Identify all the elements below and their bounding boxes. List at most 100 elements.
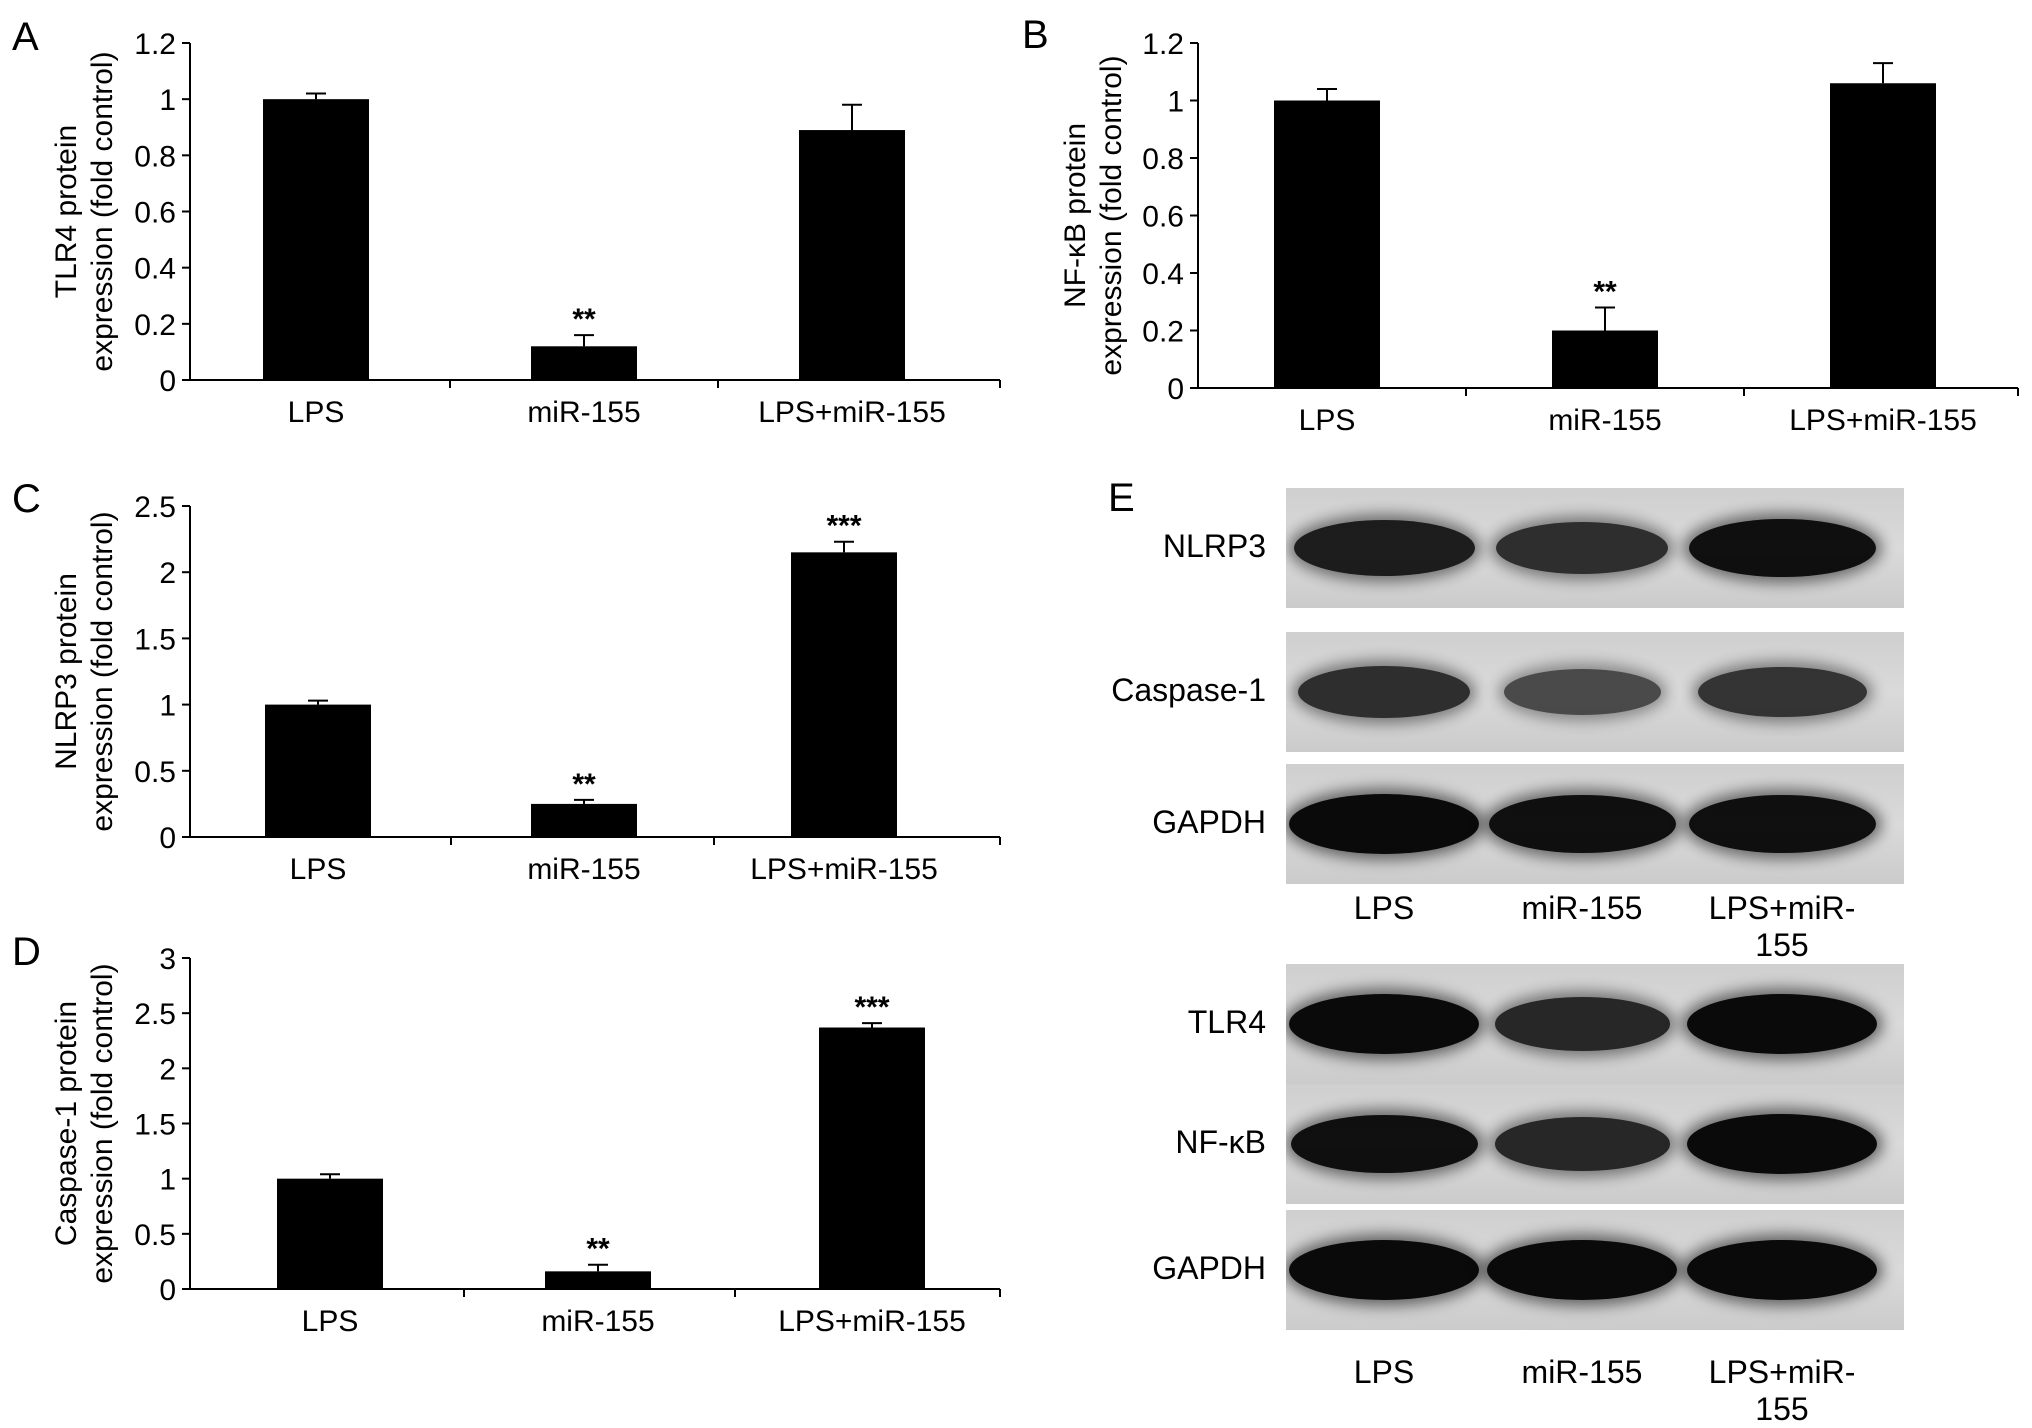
panel-c-letter: C xyxy=(12,477,41,521)
blot-band xyxy=(1494,997,1670,1051)
blot-band xyxy=(1289,1240,1479,1300)
blot-strip xyxy=(1286,1210,1904,1330)
blot-band xyxy=(1687,1114,1877,1174)
panel-d-y-tick-label: 1 xyxy=(159,1164,176,1197)
panel-c-y-tick-label: 1 xyxy=(159,690,176,723)
panel-b-y-tick-label: 0.6 xyxy=(1142,201,1184,234)
blot-strip xyxy=(1286,1084,1904,1204)
blot-row-label: TLR4 xyxy=(1187,1004,1266,1040)
panel-a-y-tick-label: 1 xyxy=(159,84,176,117)
panel-c-bar xyxy=(791,552,897,837)
blot-row-label: GAPDH xyxy=(1152,1250,1266,1286)
blot-band xyxy=(1488,794,1676,854)
blot-band xyxy=(1289,994,1479,1054)
panel-c-y-tick-label: 2.5 xyxy=(134,491,176,524)
panel-c-y-tick-label: 0 xyxy=(159,822,176,855)
panel-c-category-label: LPS+miR-155 xyxy=(750,853,938,886)
blot-band xyxy=(1687,994,1877,1054)
panel-c-bar xyxy=(265,704,371,837)
panel-a-y-axis-label: expression (fold control) xyxy=(86,51,119,371)
panel-a-y-tick-label: 0 xyxy=(159,365,176,398)
panel-d-category-label: miR-155 xyxy=(541,1305,654,1338)
blot-strip xyxy=(1286,964,1904,1084)
blot-lane-label: LPS xyxy=(1353,890,1415,926)
panel-d-y-axis-label: Caspase-1 protein xyxy=(50,1001,83,1246)
blot-strip xyxy=(1286,488,1904,608)
panel-a-category-label: LPS+miR-155 xyxy=(758,396,946,429)
blot-lane-label: miR-155 xyxy=(1521,890,1643,926)
blot-lane-label: LPS+miR-155 xyxy=(1708,890,1856,963)
panel-c-significance-label: ** xyxy=(572,768,596,801)
panel-letter-e: E xyxy=(1108,476,1135,520)
panel-c-category-label: miR-155 xyxy=(527,853,640,886)
blot-band xyxy=(1687,1240,1877,1300)
blot-row-label: Caspase-1 xyxy=(1111,672,1266,708)
blot-lane-label: LPS+miR-155 xyxy=(1708,1354,1856,1427)
panel-a-category-label: miR-155 xyxy=(527,396,640,429)
panel-d-y-tick-label: 0 xyxy=(159,1274,176,1307)
panel-b-category-label: LPS+miR-155 xyxy=(1789,404,1977,437)
panel-b-category-label: LPS xyxy=(1299,404,1356,437)
panel-d-letter: D xyxy=(12,930,41,974)
panel-c-y-tick-label: 0.5 xyxy=(134,756,176,789)
panel-c-y-axis-label: NLRP3 protein xyxy=(50,573,83,770)
panel-b-y-tick-label: 0.2 xyxy=(1142,316,1184,349)
panel-c-y-tick-label: 2 xyxy=(159,557,176,590)
panel-a-bar xyxy=(531,346,637,380)
panel-b-y-tick-label: 0 xyxy=(1167,373,1184,406)
panel-c-y-axis-label: expression (fold control) xyxy=(86,511,119,831)
panel-c-y-tick-label: 1.5 xyxy=(134,623,176,656)
panel-a-y-tick-label: 0.8 xyxy=(134,140,176,173)
blot-band xyxy=(1487,1240,1677,1300)
panel-d-y-tick-label: 1.5 xyxy=(134,1109,176,1142)
blot-band xyxy=(1503,669,1661,715)
blot-band xyxy=(1298,665,1470,719)
panel-c-category-label: LPS xyxy=(290,853,347,886)
blot-lane-label: miR-155 xyxy=(1521,1354,1643,1390)
blot-strip xyxy=(1286,632,1904,752)
panel-a-bar xyxy=(263,99,369,381)
panel-a-y-tick-label: 0.6 xyxy=(134,197,176,230)
panel-d-y-tick-label: 0.5 xyxy=(134,1219,176,1252)
panel-c-significance-label: *** xyxy=(826,510,861,543)
panel-a-significance-label: ** xyxy=(572,303,596,336)
panel-a-letter: A xyxy=(12,15,39,59)
panel-d-bar xyxy=(545,1271,651,1289)
panel-b-y-tick-label: 1.2 xyxy=(1142,28,1184,61)
blot-row-label: GAPDH xyxy=(1152,804,1266,840)
panel-d-significance-label: *** xyxy=(854,991,889,1024)
blot-row-label: NF-κB xyxy=(1175,1124,1266,1160)
panel-d-significance-label: ** xyxy=(586,1233,610,1266)
blot-band xyxy=(1290,1114,1478,1174)
panel-b-y-axis-label: expression (fold control) xyxy=(1095,55,1128,375)
blot-band xyxy=(1697,666,1867,718)
blot-row-label: NLRP3 xyxy=(1162,528,1266,564)
panel-d-y-axis-label: expression (fold control) xyxy=(86,963,119,1283)
panel-b-bar xyxy=(1274,100,1380,388)
blot-lane-label: LPS xyxy=(1353,1354,1415,1390)
blot-band xyxy=(1688,518,1876,578)
panel-d-category-label: LPS xyxy=(302,1305,359,1338)
panel-d-y-tick-label: 2.5 xyxy=(134,998,176,1031)
blot-band xyxy=(1496,521,1668,575)
blot-band xyxy=(1289,794,1479,854)
blot-strip xyxy=(1286,764,1904,884)
panel-a-y-tick-label: 0.2 xyxy=(134,309,176,342)
panel-a-category-label: LPS xyxy=(288,396,345,429)
panel-a-bar xyxy=(799,130,905,380)
panel-d-y-tick-label: 3 xyxy=(159,943,176,976)
panel-b-y-axis-label: NF-κB protein xyxy=(1059,123,1092,308)
panel-d-y-tick-label: 2 xyxy=(159,1053,176,1086)
panel-d-bar xyxy=(277,1178,383,1289)
panel-b-letter: B xyxy=(1022,13,1049,57)
panel-b-bar xyxy=(1552,330,1658,388)
panel-a-y-tick-label: 0.4 xyxy=(134,253,176,286)
panel-b-bar xyxy=(1830,83,1936,388)
panel-b-y-tick-label: 0.8 xyxy=(1142,143,1184,176)
panel-b-significance-label: ** xyxy=(1593,276,1617,309)
panel-c-bar xyxy=(531,803,637,837)
panel-b-category-label: miR-155 xyxy=(1548,404,1661,437)
panel-d-category-label: LPS+miR-155 xyxy=(778,1305,966,1338)
panel-b-y-tick-label: 1 xyxy=(1167,86,1184,119)
